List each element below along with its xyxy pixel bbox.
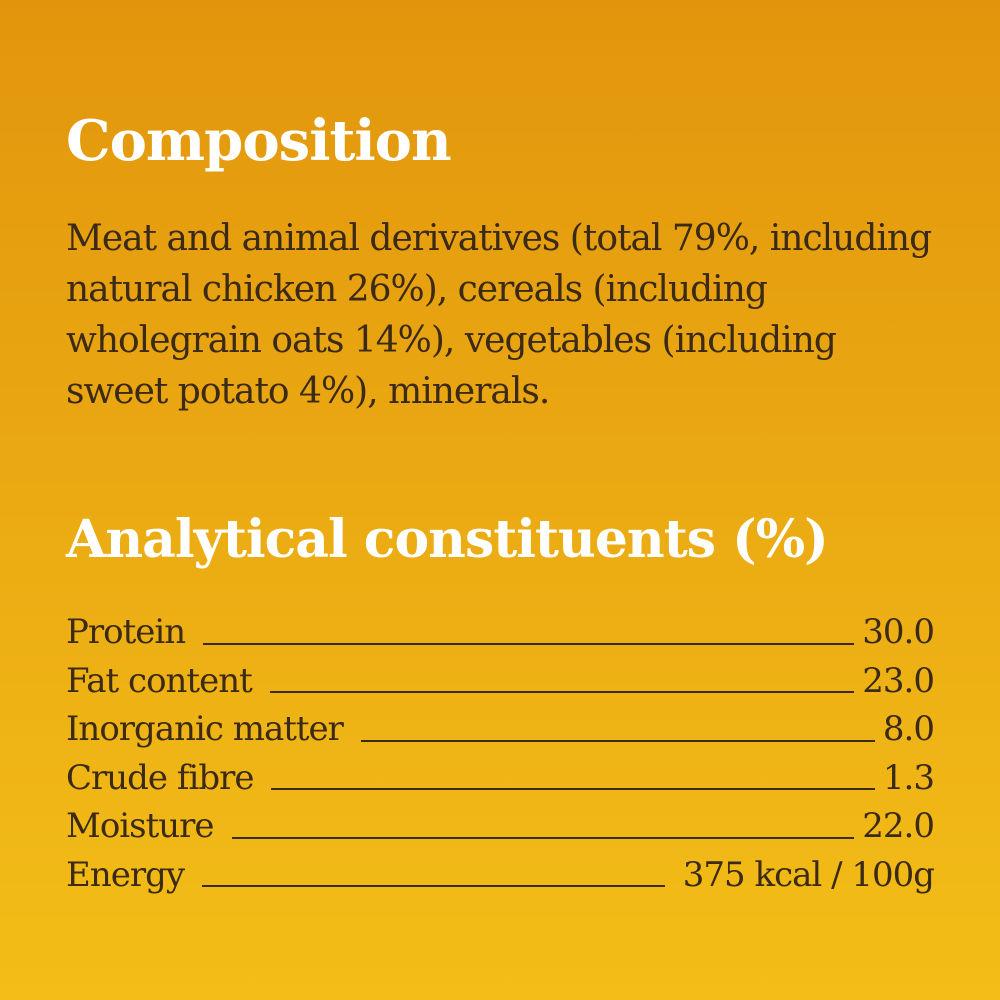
constituent-label: Moisture xyxy=(66,806,215,846)
constituent-row-crude-fibre: Crude fibre 1.3 xyxy=(66,754,935,803)
constituent-row-protein: Protein 30.0 xyxy=(66,608,935,657)
analytical-constituents-heading: Analytical constituents (%) xyxy=(66,509,829,570)
constituent-row-fat-content: Fat content 23.0 xyxy=(66,657,935,706)
leader-line xyxy=(269,691,855,693)
constituent-value: 23.0 xyxy=(862,660,935,701)
constituent-label: Crude fibre xyxy=(66,757,254,798)
leader-line xyxy=(202,885,665,887)
leader-line xyxy=(231,836,855,839)
constituent-value: 375 kcal / 100g xyxy=(682,854,935,895)
leader-line xyxy=(360,739,875,742)
constituent-value: 30.0 xyxy=(862,612,935,652)
constituent-row-energy: Energy 375 kcal / 100g xyxy=(66,851,935,900)
leader-line xyxy=(203,642,855,645)
composition-heading: Composition xyxy=(66,108,452,174)
constituent-value: 8.0 xyxy=(882,709,935,749)
composition-text: Meat and animal derivatives (total 79%, … xyxy=(66,218,932,412)
constituent-value: 22.0 xyxy=(862,806,935,846)
constituent-label: Protein xyxy=(66,612,186,652)
constituent-row-inorganic-matter: Inorganic matter 8.0 xyxy=(66,705,935,754)
constituent-value: 1.3 xyxy=(882,757,935,798)
constituent-label: Inorganic matter xyxy=(66,709,344,749)
constituent-row-moisture: Moisture 22.0 xyxy=(66,802,935,851)
constituent-label: Energy xyxy=(66,854,185,895)
analytical-constituents-list: Protein 30.0 Fat content 23.0 Inorganic … xyxy=(66,608,935,900)
constituent-label: Fat content xyxy=(66,660,253,701)
leader-line xyxy=(271,788,875,790)
